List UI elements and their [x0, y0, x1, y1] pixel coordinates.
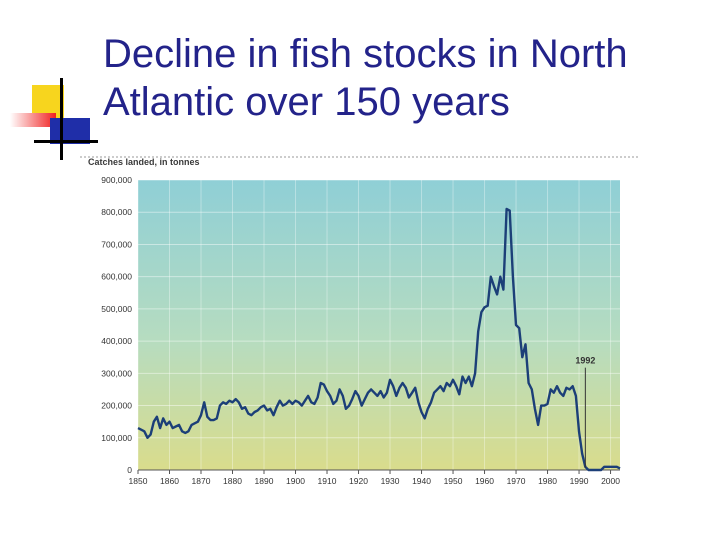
annotation-label: 1992 [575, 356, 595, 366]
x-tick-label: 1920 [349, 476, 368, 486]
x-tick-label: 1970 [507, 476, 526, 486]
slide-title-line-2: Atlantic over 150 years [103, 80, 510, 124]
x-tick-label: 1860 [160, 476, 179, 486]
y-tick-label: 600,000 [101, 272, 132, 282]
chart-container: 0 100,000 200,000 300,000 400,000 500,000 600,… [80, 152, 640, 492]
x-tick-label: 1930 [381, 476, 400, 486]
y-axis-label: Catches landed, in tonnes [88, 157, 200, 167]
x-tick-label: 1950 [444, 476, 463, 486]
slide-title: Decline in fish stocks in North Atlantic… [103, 30, 703, 126]
x-tick-label: 1910 [318, 476, 337, 486]
x-tick-label: 1900 [286, 476, 305, 486]
decorative-horizontal-line [34, 140, 98, 143]
decorative-vertical-line [60, 78, 63, 160]
y-tick-label: 700,000 [101, 239, 132, 249]
y-tick-label: 0 [127, 465, 132, 475]
y-tick-label: 800,000 [101, 207, 132, 217]
x-tick-label: 1870 [192, 476, 211, 486]
x-tick-label: 1940 [412, 476, 431, 486]
x-tick-label: 1990 [570, 476, 589, 486]
annotations: 1992 [575, 356, 595, 468]
y-tick-label: 200,000 [101, 401, 132, 411]
x-axis: 1850 1860 1870 1880 1890 1900 1910 1920 1930 1940… [129, 469, 620, 486]
decorative-red-bar [10, 113, 56, 127]
x-tick-label: 1850 [129, 476, 148, 486]
y-tick-label: 900,000 [101, 175, 132, 185]
x-tick-label: 1890 [255, 476, 274, 486]
decorative-blue-square [50, 118, 90, 144]
y-axis: 0 100,000 200,000 300,000 400,000 500,000 600,… [101, 175, 132, 475]
fish-catch-line-chart: 0 100,000 200,000 300,000 400,000 500,000 600,… [80, 156, 640, 486]
y-tick-label: 100,000 [101, 433, 132, 443]
series-line-catches [137, 207, 621, 472]
grid-lines [80, 156, 640, 471]
x-tick-label: 1980 [538, 476, 557, 486]
x-tick-label: 2000 [601, 476, 620, 486]
y-tick-label: 500,000 [101, 304, 132, 314]
y-tick-label: 400,000 [101, 336, 132, 346]
y-tick-label: 300,000 [101, 368, 132, 378]
x-tick-label: 1960 [475, 476, 494, 486]
slide-title-line-1: Decline in fish stocks in North [103, 32, 628, 76]
x-tick-label: 1880 [223, 476, 242, 486]
